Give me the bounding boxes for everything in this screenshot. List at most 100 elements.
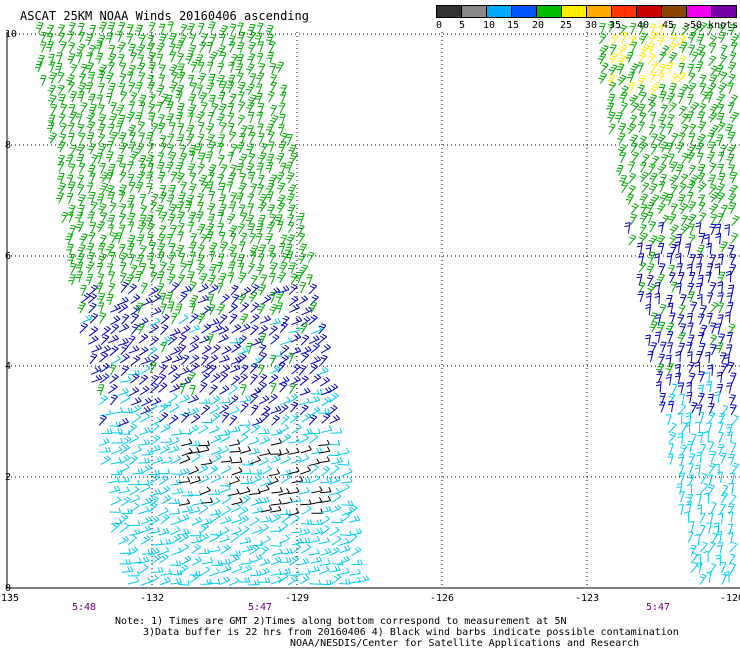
wind-barb <box>179 565 188 574</box>
wind-barb <box>695 362 700 373</box>
wind-barb <box>690 175 699 185</box>
wind-barb <box>75 272 82 282</box>
legend-swatch <box>711 5 737 18</box>
wind-barb <box>707 152 715 163</box>
wind-barb <box>228 62 234 72</box>
wind-barb <box>120 455 130 464</box>
wind-barb <box>182 506 193 512</box>
wind-barb <box>711 302 718 312</box>
wind-barb <box>200 524 209 533</box>
wind-barb <box>698 122 706 132</box>
wind-barb <box>97 293 105 304</box>
wind-barb <box>221 456 232 462</box>
wind-barb <box>339 556 349 564</box>
wind-barb <box>208 275 216 285</box>
wind-barb <box>210 396 219 405</box>
wind-barb <box>171 172 177 182</box>
wind-barb <box>728 533 733 544</box>
wind-barb <box>229 304 238 313</box>
wind-barb <box>248 24 255 34</box>
wind-barb <box>98 83 104 93</box>
wind-barb <box>157 123 165 133</box>
wind-barb <box>342 468 352 476</box>
wind-barb <box>291 527 302 532</box>
wind-barb <box>238 102 244 112</box>
wind-barb <box>236 193 243 203</box>
wind-barb <box>201 567 210 576</box>
wind-barb <box>158 528 169 535</box>
wind-barb <box>189 385 195 395</box>
wind-barb <box>670 225 679 235</box>
legend-swatch <box>636 5 662 18</box>
x-tick-label: -120 <box>720 593 740 604</box>
wind-barb <box>258 285 266 295</box>
wind-barb <box>298 233 304 243</box>
wind-barb <box>138 458 149 463</box>
wind-barb <box>640 162 646 172</box>
wind-barb <box>85 35 93 46</box>
wind-barb <box>232 294 239 304</box>
wind-barb <box>231 527 241 535</box>
wind-barb <box>111 428 122 433</box>
wind-barb <box>61 212 67 222</box>
wind-barb <box>721 45 727 55</box>
wind-barb <box>277 272 285 282</box>
wind-barb <box>338 460 349 465</box>
wind-barb <box>108 384 117 393</box>
wind-barb <box>239 242 245 252</box>
wind-barb <box>185 202 192 212</box>
wind-barb <box>202 558 213 564</box>
wind-barb <box>249 489 260 495</box>
wind-barb <box>171 313 177 323</box>
wind-barb <box>99 438 109 445</box>
wind-barb <box>236 164 243 174</box>
wind-barb <box>258 254 264 264</box>
wind-barb <box>289 153 297 163</box>
wind-barb <box>251 303 259 313</box>
wind-barb <box>311 486 322 493</box>
wind-barb <box>251 475 261 483</box>
wind-barb <box>281 434 290 443</box>
wind-barb <box>270 449 281 454</box>
wind-barb <box>688 45 694 56</box>
wind-barb <box>128 284 136 294</box>
wind-barb <box>259 353 267 363</box>
wind-barb <box>286 194 294 204</box>
wind-barb <box>239 154 247 164</box>
wind-barb <box>705 272 711 283</box>
wind-barb <box>618 75 627 85</box>
wind-barb <box>120 523 129 532</box>
wind-barb <box>220 372 228 382</box>
wind-barb <box>280 456 290 464</box>
wind-barb <box>711 503 716 514</box>
wind-barb <box>725 312 730 323</box>
wind-barb <box>111 355 121 364</box>
wind-barb <box>218 184 225 194</box>
wind-barb <box>180 145 186 156</box>
wind-barb <box>121 345 129 355</box>
wind-barb <box>689 454 695 465</box>
wind-barb <box>240 385 246 395</box>
wind-barb <box>688 224 694 234</box>
wind-barb <box>189 571 200 576</box>
wind-barb <box>186 134 194 145</box>
wind-barb <box>601 63 608 73</box>
wind-barb <box>219 405 228 414</box>
wind-barb <box>310 356 320 364</box>
wind-barb <box>718 472 723 483</box>
wind-barb <box>689 255 695 265</box>
wind-barb <box>270 455 280 463</box>
wind-barb <box>301 446 312 453</box>
wind-barb <box>710 125 719 135</box>
wind-barb <box>709 452 715 462</box>
wind-barb <box>295 272 302 282</box>
wind-barb <box>221 465 231 473</box>
wind-barb <box>321 477 332 483</box>
wind-barb <box>246 102 254 112</box>
wind-barb <box>320 548 331 555</box>
wind-barb <box>158 383 167 393</box>
wind-barb <box>82 315 92 323</box>
wind-barb <box>106 73 114 84</box>
wind-barb <box>140 205 146 215</box>
wind-barb <box>128 577 139 584</box>
